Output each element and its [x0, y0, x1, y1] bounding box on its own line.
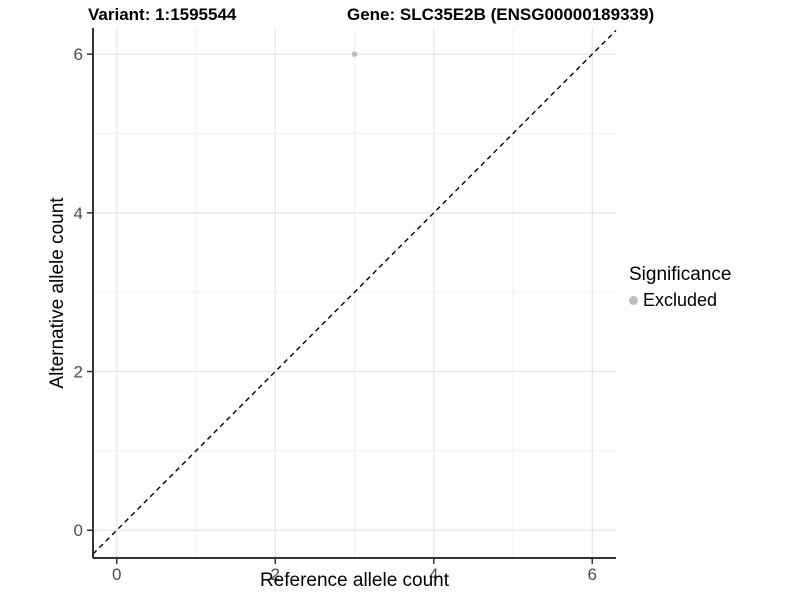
legend-item-excluded: Excluded — [629, 290, 731, 311]
plot-title-gene: Gene: SLC35E2B (ENSG00000189339) — [347, 5, 655, 24]
svg-text:0: 0 — [74, 521, 83, 540]
legend-item-label: Excluded — [643, 290, 718, 310]
circle-dot-icon — [629, 296, 638, 305]
svg-text:6: 6 — [587, 565, 596, 584]
svg-text:4: 4 — [429, 565, 438, 584]
svg-text:6: 6 — [74, 45, 83, 64]
y-axis-title: Alternative allele count — [47, 197, 68, 389]
svg-text:2: 2 — [271, 565, 280, 584]
x-axis-title: Reference allele count — [259, 570, 450, 591]
svg-text:4: 4 — [74, 204, 83, 223]
legend-title: Significance — [629, 264, 732, 285]
svg-text:0: 0 — [112, 565, 121, 584]
svg-text:2: 2 — [74, 363, 83, 382]
legend: Significance Excluded — [629, 264, 731, 311]
plot-title-variant: Variant: 1:1595544 — [88, 5, 237, 24]
